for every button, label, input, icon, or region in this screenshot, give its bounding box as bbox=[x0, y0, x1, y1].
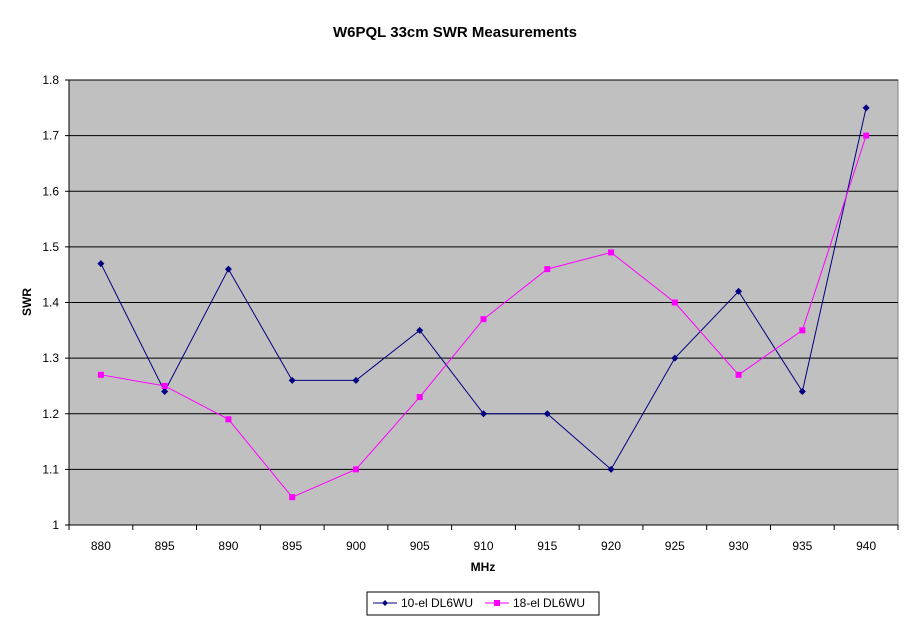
x-tick-label: 895 bbox=[155, 539, 175, 553]
data-point-series-1 bbox=[671, 354, 679, 362]
y-tick-label: 1.5 bbox=[42, 240, 59, 254]
x-tick-label: 915 bbox=[537, 539, 557, 553]
x-tick-label: 925 bbox=[665, 539, 685, 553]
x-tick-label: 895 bbox=[282, 539, 302, 553]
data-point-series-2 bbox=[352, 466, 359, 473]
data-point-series-1 bbox=[161, 388, 169, 395]
x-tick-label: 905 bbox=[410, 539, 430, 553]
legend-marker-series-2 bbox=[494, 600, 500, 606]
data-point-series-2 bbox=[671, 299, 678, 306]
data-point-series-2 bbox=[608, 249, 615, 256]
data-point-series-1 bbox=[798, 388, 806, 395]
data-point-series-1 bbox=[352, 376, 360, 384]
legend-label-series-1: 10-el DL6WU bbox=[401, 596, 473, 610]
axes bbox=[65, 79, 899, 530]
legend-box bbox=[366, 591, 600, 616]
gridlines bbox=[69, 79, 898, 470]
data-point-series-1 bbox=[735, 287, 743, 295]
data-point-series-2 bbox=[799, 327, 806, 334]
data-point-series-2 bbox=[480, 316, 487, 323]
x-tick-label: 920 bbox=[601, 539, 621, 553]
data-point-series-1 bbox=[862, 104, 870, 112]
legend-marker-series-1 bbox=[382, 600, 388, 606]
y-tick-label: 1.7 bbox=[42, 129, 59, 143]
x-axis-title: MHz bbox=[471, 560, 496, 574]
data-point-series-1 bbox=[480, 410, 487, 418]
y-tick-label: 1.1 bbox=[42, 462, 59, 476]
data-point-series-2 bbox=[225, 416, 232, 423]
chart-title: W6PQL 33cm SWR Measurements bbox=[333, 24, 577, 41]
x-tick-label: 890 bbox=[218, 539, 238, 553]
y-tick-label: 1.6 bbox=[42, 184, 59, 198]
x-tick-label: 910 bbox=[473, 539, 493, 553]
data-point-series-1 bbox=[224, 265, 232, 273]
y-axis-title: SWR bbox=[20, 288, 34, 316]
data-point-series-2 bbox=[161, 382, 168, 389]
x-tick-label: 935 bbox=[792, 539, 812, 553]
data-point-series-2 bbox=[544, 266, 551, 273]
y-tick-label: 1.2 bbox=[42, 407, 59, 421]
data-point-series-2 bbox=[863, 132, 870, 139]
data-point-series-1 bbox=[543, 410, 551, 418]
series-markers bbox=[97, 104, 870, 501]
y-tick-label: 1.4 bbox=[42, 296, 59, 310]
data-point-series-1 bbox=[607, 465, 615, 473]
legend: 10-el DL6WU 18-el DL6WU bbox=[366, 591, 600, 616]
data-point-series-2 bbox=[97, 371, 104, 378]
data-point-series-1 bbox=[97, 260, 105, 268]
x-tick-label: 880 bbox=[91, 539, 111, 553]
data-point-series-2 bbox=[289, 494, 296, 501]
x-tick-label: 940 bbox=[856, 539, 876, 553]
data-point-series-1 bbox=[416, 326, 424, 334]
y-tick-labels: 1 1.1 1.2 1.3 1.4 1.5 1.6 1.7 1.8 bbox=[42, 73, 59, 532]
y-tick-label: 1 bbox=[52, 518, 59, 532]
x-tick-labels: 880 895 890 895 900 905 910 915 920 925 930 935 940 bbox=[91, 539, 877, 553]
data-point-series-1 bbox=[288, 376, 296, 384]
data-point-series-2 bbox=[416, 394, 423, 401]
legend-label-series-2: 18-el DL6WU bbox=[513, 596, 585, 610]
y-tick-label: 1.3 bbox=[42, 351, 59, 365]
x-tick-label: 930 bbox=[729, 539, 749, 553]
data-point-series-2 bbox=[735, 371, 742, 378]
x-tick-label: 900 bbox=[346, 539, 366, 553]
y-tick-label: 1.8 bbox=[42, 73, 59, 87]
